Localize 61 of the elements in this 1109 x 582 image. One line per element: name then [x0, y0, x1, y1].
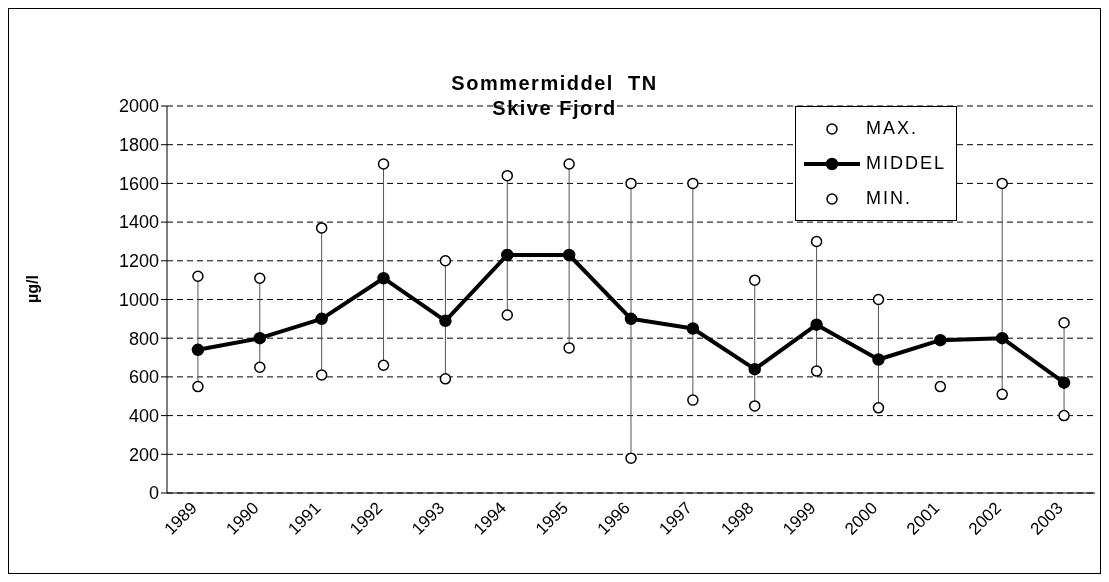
point [687, 394, 699, 406]
point [563, 342, 575, 354]
point [377, 359, 390, 372]
point [315, 222, 328, 234]
y-tick-label: 0 [148, 483, 159, 504]
point [934, 380, 947, 393]
point [872, 402, 885, 414]
point [810, 318, 823, 331]
point [439, 373, 452, 385]
point [192, 380, 204, 393]
y-tick-label: 1800 [118, 135, 159, 156]
y-tick-label: 1000 [118, 289, 159, 310]
point [192, 270, 204, 283]
point [995, 331, 1009, 345]
y-tick-label: 1400 [118, 212, 159, 233]
y-tick-label: 600 [128, 367, 159, 388]
point [686, 322, 700, 335]
chart-subtitle: Skive Fjord [492, 97, 617, 119]
point [748, 400, 761, 412]
legend-label: MIDDEL [865, 153, 946, 174]
point [748, 362, 761, 376]
point [872, 293, 885, 306]
y-tick-label: 200 [128, 444, 159, 465]
point [625, 177, 637, 190]
point [501, 309, 514, 321]
point [810, 365, 823, 377]
point [625, 452, 637, 464]
point [996, 388, 1008, 401]
y-tick-label: 2000 [118, 96, 159, 117]
point [810, 235, 823, 248]
point [191, 343, 205, 357]
point [872, 353, 885, 366]
point [315, 369, 328, 381]
point [253, 331, 267, 345]
point [996, 177, 1008, 190]
point [1058, 409, 1070, 422]
y-tick-label: 1200 [118, 251, 159, 272]
y-tick-label: 400 [128, 405, 159, 426]
point [439, 314, 452, 328]
point [377, 271, 390, 285]
point [377, 158, 390, 170]
point [562, 248, 576, 262]
point [563, 158, 575, 170]
point [934, 333, 947, 347]
point [687, 177, 699, 190]
legend-label: MAX. [865, 118, 918, 139]
y-tick-label: 800 [128, 328, 159, 349]
y-tick-label: 1600 [118, 173, 159, 194]
point [439, 255, 452, 267]
point [1057, 376, 1071, 389]
y-axis-title: µg/l [24, 275, 42, 303]
point [624, 312, 638, 326]
point [501, 248, 514, 262]
legend-label: MIN. [865, 188, 912, 209]
point [254, 361, 266, 373]
point [315, 312, 328, 326]
point [748, 274, 761, 286]
chart-title: Sommermiddel TN [450, 71, 659, 96]
point [1058, 316, 1070, 329]
point [254, 272, 266, 284]
point [501, 169, 514, 182]
